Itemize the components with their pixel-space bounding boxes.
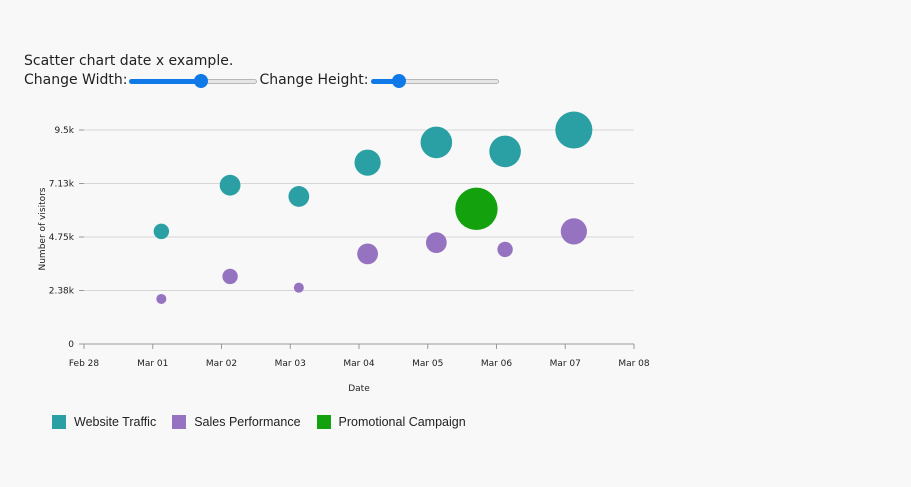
scatter-point[interactable]: [156, 293, 167, 304]
chart-caption: Scatter chart date x example.: [24, 53, 234, 69]
y-tick-label: 9.5k: [54, 126, 74, 136]
height-slider-fill: [370, 78, 399, 84]
scatter-point[interactable]: [354, 149, 381, 176]
legend-swatch: [316, 415, 331, 429]
legend-swatch: [52, 415, 66, 429]
legend-item[interactable]: Website Traffic: [52, 415, 156, 429]
scatter-point[interactable]: [293, 282, 304, 293]
grid-lines: [84, 129, 634, 291]
y-axis-ticks: 0 2.38k 4.75k 7.13k 9.5k: [49, 126, 84, 350]
x-tick-label: Mar 04: [343, 359, 375, 369]
x-tick-label: Mar 01: [137, 359, 168, 369]
width-slider-fill: [129, 78, 202, 84]
x-tick-label: Mar 06: [481, 359, 513, 369]
height-slider-thumb[interactable]: [391, 73, 406, 88]
scatter-point[interactable]: [560, 218, 587, 245]
scatter-point[interactable]: [489, 135, 521, 168]
y-tick-label: 4.75k: [49, 233, 75, 243]
x-tick-label: Mar 08: [618, 359, 650, 369]
legend-item[interactable]: Promotional Campaign: [316, 415, 466, 429]
legend-label: Sales Performance: [194, 415, 301, 429]
scatter-point[interactable]: [219, 174, 241, 196]
legend-item[interactable]: Sales Performance: [172, 415, 301, 429]
scatter-point[interactable]: [222, 268, 238, 285]
chart-controls: Scatter chart date x example. Change Wid…: [24, 52, 501, 90]
y-tick-label: 0: [68, 340, 74, 350]
scatter-point[interactable]: [153, 223, 170, 240]
x-axis-ticks: Feb 28 Mar 01 Mar 02 Mar 03 Mar 04 Mar 05 Mar …: [69, 344, 650, 369]
x-tick-label: Mar 03: [275, 359, 306, 369]
width-slider-thumb[interactable]: [194, 73, 209, 88]
legend-swatch: [172, 415, 187, 429]
x-tick-label: Feb 28: [69, 359, 100, 369]
x-tick-label: Mar 05: [412, 359, 443, 369]
y-axis-label: Number of visitors: [38, 187, 48, 270]
scatter-point[interactable]: [497, 241, 513, 258]
scatter-point[interactable]: [288, 186, 310, 207]
y-tick-label: 7.13k: [49, 180, 75, 190]
legend-label: Website Traffic: [74, 415, 157, 429]
scatter-chart: 0 2.38k 4.75k 7.13k 9.5k Feb 28 Mar 01 Mar 02 M…: [38, 111, 650, 394]
scatter-point[interactable]: [455, 187, 498, 231]
scatter-point[interactable]: [425, 232, 447, 254]
height-slider-label: Change Height:: [259, 72, 369, 88]
height-slider[interactable]: [370, 73, 499, 89]
size-controls-row: Change Width: Change Height:: [24, 71, 501, 90]
scatter-point[interactable]: [420, 126, 453, 159]
width-slider[interactable]: [129, 73, 258, 89]
y-tick-label: 2.38k: [49, 287, 75, 297]
x-tick-label: Mar 02: [206, 359, 237, 369]
x-tick-label: Mar 07: [550, 359, 581, 369]
scatter-point[interactable]: [555, 111, 593, 149]
width-slider-label: Change Width:: [24, 72, 128, 88]
chart-legend: Website Traffic Sales Performance Promotio…: [52, 415, 482, 429]
x-axis-label: Date: [348, 384, 370, 394]
scatter-point[interactable]: [357, 243, 378, 265]
data-points: [153, 111, 593, 304]
legend-label: Promotional Campaign: [338, 415, 466, 429]
